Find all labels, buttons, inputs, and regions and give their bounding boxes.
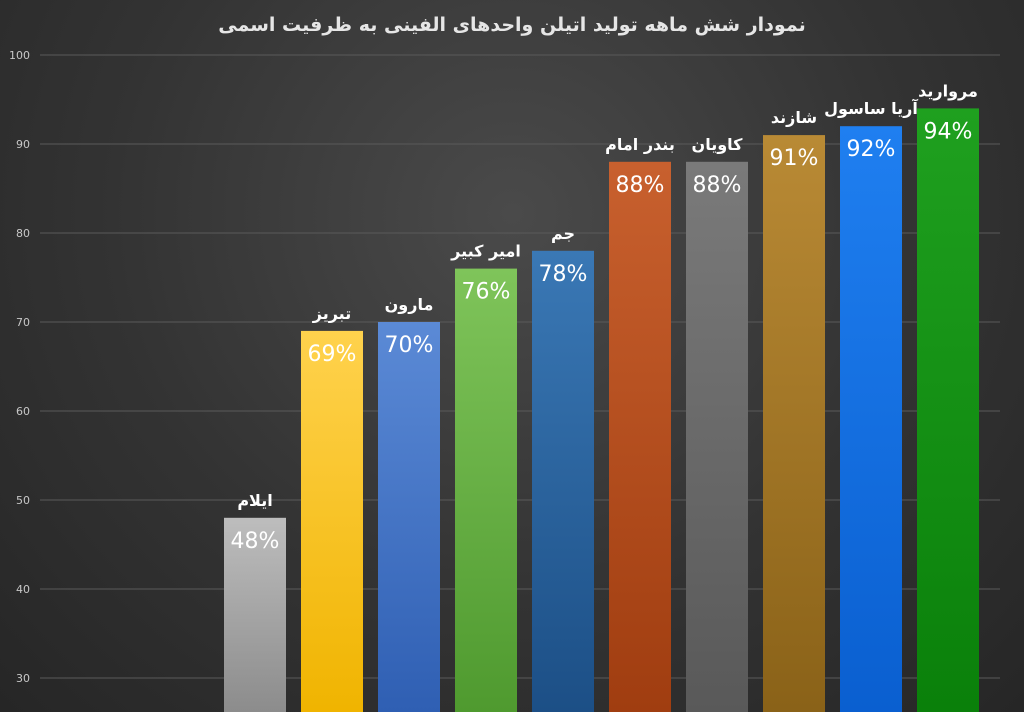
bar	[917, 108, 979, 712]
bar	[378, 322, 440, 712]
bar	[301, 330, 363, 712]
category-label: تبریز	[312, 304, 351, 323]
category-label: جم	[551, 224, 575, 243]
data-label: 88%	[616, 173, 665, 198]
bar	[455, 268, 517, 712]
data-label: 76%	[462, 280, 511, 305]
bar	[840, 126, 902, 712]
data-label: 92%	[847, 137, 896, 162]
data-label: 94%	[924, 119, 973, 144]
y-tick-label: 90	[16, 138, 30, 151]
gridlines	[40, 54, 1000, 679]
data-label: 48%	[231, 529, 280, 554]
data-label: 70%	[385, 333, 434, 358]
bars: 48% ایلام 69% تبریز 70% مارون 76% امیر کبیر 78% ج…	[224, 81, 979, 712]
category-label: ایلام	[237, 491, 272, 510]
bar	[532, 250, 594, 712]
category-label: مروارید	[918, 81, 978, 100]
bar	[224, 517, 286, 712]
data-label: 69%	[308, 342, 357, 367]
y-tick-label: 40	[16, 583, 30, 596]
y-tick-label: 100	[9, 49, 30, 62]
category-label: مارون	[385, 295, 434, 314]
category-label: بندر امام	[605, 135, 675, 154]
data-label: 78%	[539, 262, 588, 287]
category-label: آریا ساسول	[824, 98, 918, 118]
y-tick-label: 30	[16, 672, 30, 685]
data-label: 91%	[770, 146, 819, 171]
data-label: 88%	[693, 173, 742, 198]
category-label: شازند	[771, 108, 817, 127]
category-label: کاویان	[692, 135, 744, 154]
y-axis-ticks: 30 40 50 60 70 80 90 100	[9, 49, 30, 685]
y-tick-label: 80	[16, 227, 30, 240]
category-label: امیر کبیر	[450, 242, 521, 261]
bar	[763, 135, 825, 712]
y-tick-label: 50	[16, 494, 30, 507]
y-tick-label: 60	[16, 405, 30, 418]
bar	[686, 161, 748, 712]
bar	[609, 161, 671, 712]
chart-title: نمودار شش ماهه تولید اتیلن واحدهای الفین…	[218, 14, 805, 36]
y-tick-label: 70	[16, 316, 30, 329]
